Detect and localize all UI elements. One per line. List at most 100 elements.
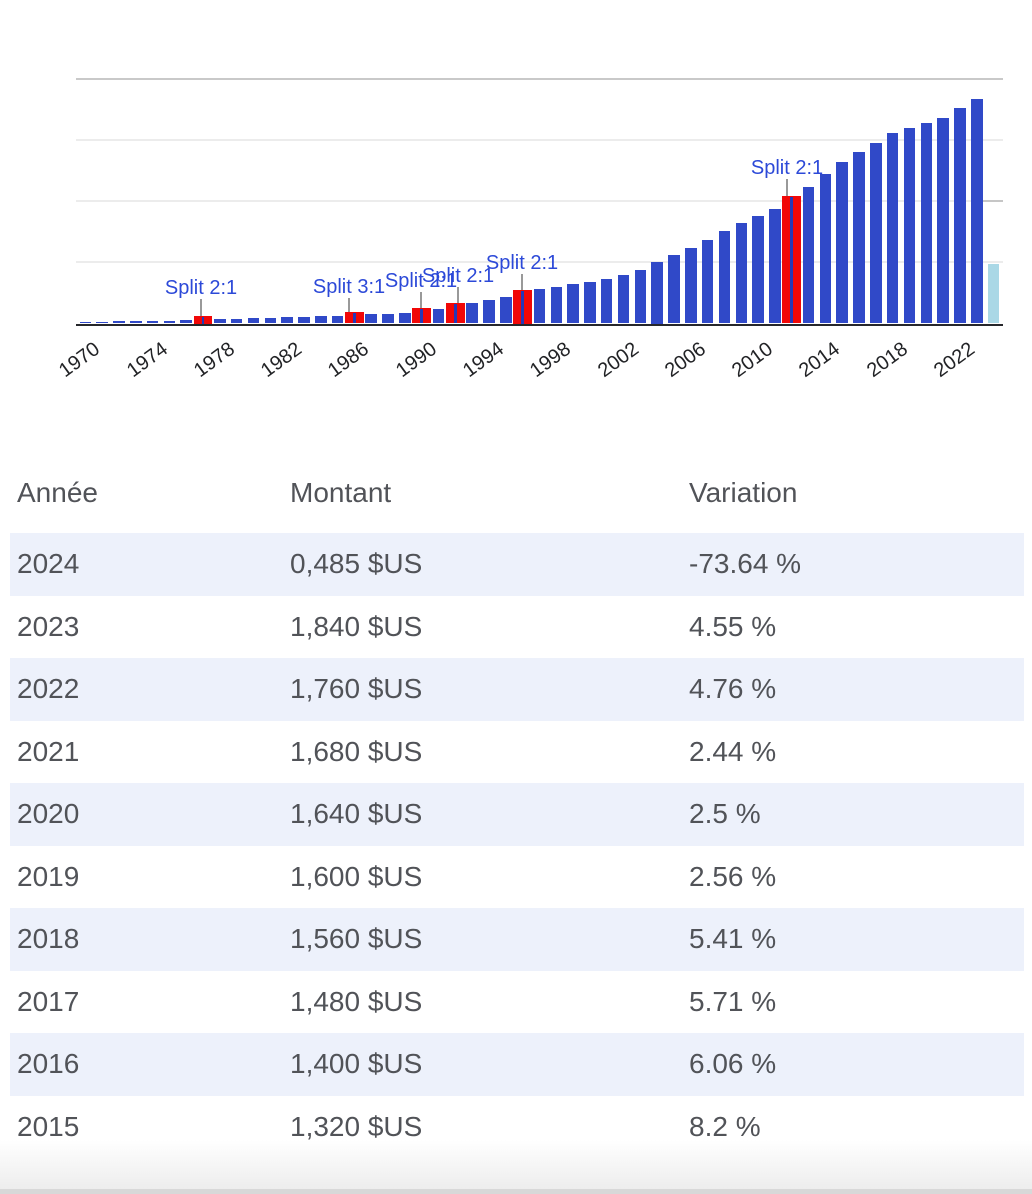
bar-1975[interactable] (163, 320, 176, 324)
bar-2015[interactable] (836, 162, 848, 324)
cell-montant: 1,640 $US (290, 798, 423, 829)
bar-2014[interactable] (819, 174, 832, 324)
bar-2019[interactable] (903, 127, 916, 324)
cell-annee: 2016 (17, 1048, 80, 1079)
split-leader-line-1990 (420, 292, 422, 309)
bar-2017[interactable] (870, 142, 882, 324)
bar-1972[interactable] (113, 321, 125, 324)
bar-1979[interactable] (230, 318, 243, 324)
cell-variation: 5.71 % (689, 985, 777, 1017)
cell-annee: 2024 (17, 548, 80, 579)
bar-1991[interactable] (432, 308, 445, 324)
gridline-1 (76, 200, 1003, 203)
gridline-1.5 (76, 139, 1003, 142)
cell-variation: 2.5 % (689, 798, 761, 829)
bar-2024[interactable] (987, 264, 1000, 324)
gridline-0.5 (76, 261, 1003, 264)
cell-variation: -73.64 % (689, 548, 802, 579)
bar-1998[interactable] (550, 286, 562, 324)
bar-1988[interactable] (382, 313, 394, 324)
bar-1980[interactable] (247, 317, 260, 324)
bar-1997[interactable] (533, 289, 546, 324)
bar-2007[interactable] (701, 240, 714, 324)
bar-2002[interactable] (617, 274, 630, 324)
bar-1987[interactable] (365, 314, 377, 324)
table-row-2024: 2024 0,485 $US -73.64 % (10, 533, 1024, 596)
table-row-2019: 2019 1,600 $US 2.56 % (10, 846, 1024, 909)
bar-2021[interactable] (937, 118, 949, 324)
cell-montant: 1,840 $US (290, 610, 423, 642)
bar-1981[interactable] (264, 317, 277, 324)
split-leader-line-2012 (786, 179, 788, 196)
bar-1971[interactable] (96, 321, 108, 324)
cell-variation: 6.06 % (689, 1048, 777, 1079)
table-row-2023: 2023 1,840 $US 4.55 % (10, 596, 1024, 659)
bar-2010[interactable] (752, 215, 764, 324)
split-annotation-1990: Split 2:1 (384, 270, 458, 292)
table-row-2015: 2015 1,320 $US 8.2 % (10, 1096, 1024, 1159)
cell-annee: 2023 (17, 610, 80, 642)
bar-2022[interactable] (954, 108, 966, 324)
bar-2005[interactable] (668, 255, 680, 324)
bar-1978[interactable] (214, 319, 226, 324)
bottom-divider (0, 1189, 1032, 1194)
bar-2009[interactable] (735, 223, 748, 324)
bar-2020[interactable] (920, 123, 933, 324)
bar-1973[interactable] (130, 321, 142, 324)
split-annotation-2012: Split 2:1 (750, 157, 824, 179)
split-marker-line-1992 (454, 304, 457, 324)
bar-1983[interactable] (298, 316, 310, 324)
cell-montant: 1,680 $US (290, 735, 423, 767)
bar-2001[interactable] (600, 279, 613, 324)
split-leader-line-1992 (457, 287, 459, 304)
bottom-fade (0, 1140, 1032, 1189)
cell-annee: 2021 (17, 735, 80, 767)
cell-variation: 5.41 % (689, 923, 777, 954)
bar-1993[interactable] (466, 302, 478, 324)
cell-montant: 0,485 $US (290, 548, 423, 579)
table-row-2022: 2022 1,760 $US 4.76 % (10, 658, 1024, 721)
split-annotation-1977: Split 2:1 (164, 277, 238, 299)
bar-1999[interactable] (567, 284, 579, 324)
cell-variation: 2.56 % (689, 860, 777, 892)
bar-2011[interactable] (769, 208, 781, 324)
bar-2023[interactable] (971, 98, 983, 324)
col-header-montant: Montant (290, 477, 392, 508)
split-annotation-1986: Split 3:1 (312, 276, 386, 298)
bar-1985[interactable] (331, 315, 344, 324)
bar-2018[interactable] (886, 132, 899, 324)
col-header-variation: Variation (689, 477, 798, 508)
bar-1974[interactable] (146, 320, 159, 324)
cell-annee: 2019 (17, 860, 80, 892)
bar-1976[interactable] (180, 320, 192, 324)
dividend-history-chart: Split 2:1 Split 3:1 Split 2:1 Split 2:1 Spli… (0, 0, 1032, 410)
cell-annee: 2022 (17, 673, 80, 704)
bar-2013[interactable] (802, 186, 815, 324)
bar-1970[interactable] (79, 321, 92, 324)
cell-annee: 2017 (17, 985, 80, 1017)
bar-2006[interactable] (685, 247, 697, 324)
bar-2004[interactable] (651, 262, 663, 324)
col-header-annee: Année (17, 477, 98, 508)
bar-1995[interactable] (500, 296, 512, 324)
split-annotation-1992: Split 2:1 (421, 265, 495, 287)
bar-1989[interactable] (399, 313, 411, 324)
bar-2000[interactable] (584, 281, 596, 324)
bar-1982[interactable] (281, 317, 293, 324)
table-row-2021: 2021 1,680 $US 2.44 % (10, 721, 1024, 784)
split-leader-line-1977 (200, 299, 202, 316)
cell-montant: 1,760 $US (290, 673, 423, 704)
cell-variation: 8.2 % (689, 1110, 761, 1142)
bar-2003[interactable] (634, 269, 647, 324)
cell-montant: 1,600 $US (290, 860, 423, 892)
cell-montant: 1,480 $US (290, 985, 423, 1017)
bar-1984[interactable] (315, 316, 327, 324)
bar-2008[interactable] (718, 230, 731, 324)
split-annotation-1996: Split 2:1 (485, 252, 559, 274)
table-body: 2024 0,485 $US -73.64 % 2023 1,840 $US 4.55 %… (0, 533, 1032, 1158)
bar-1994[interactable] (483, 299, 495, 324)
gridline-segment (980, 200, 1003, 203)
split-marker-line-1996 (521, 290, 524, 324)
bar-2016[interactable] (853, 152, 865, 324)
cell-annee: 2020 (17, 798, 80, 829)
